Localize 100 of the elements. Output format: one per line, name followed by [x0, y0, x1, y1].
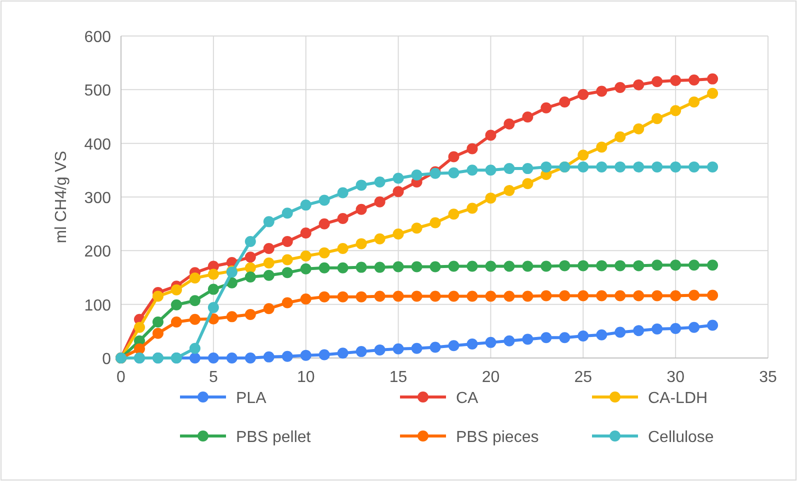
point	[337, 187, 348, 198]
point	[688, 96, 700, 108]
point	[300, 250, 312, 262]
point	[670, 161, 682, 172]
point	[466, 202, 478, 214]
point	[300, 350, 312, 361]
point	[707, 320, 718, 331]
point	[189, 342, 200, 354]
point	[578, 260, 589, 272]
point	[688, 260, 700, 271]
point	[485, 290, 496, 302]
point	[614, 131, 626, 142]
point	[318, 247, 330, 258]
point	[337, 291, 348, 302]
point	[244, 271, 256, 282]
point	[688, 322, 700, 333]
point	[226, 311, 238, 322]
point	[522, 112, 534, 123]
point	[263, 216, 274, 228]
point	[522, 334, 534, 345]
point	[411, 261, 422, 272]
point	[208, 284, 219, 295]
point	[504, 185, 515, 196]
point	[670, 75, 682, 86]
point	[300, 293, 312, 304]
point	[578, 88, 589, 100]
point	[540, 161, 552, 172]
point	[374, 196, 386, 208]
point	[263, 258, 274, 269]
point	[318, 349, 330, 360]
point	[356, 238, 367, 250]
point	[337, 243, 348, 254]
point	[392, 343, 404, 354]
point	[356, 291, 367, 302]
point	[208, 352, 219, 364]
point	[411, 290, 422, 302]
point	[522, 290, 534, 302]
point	[578, 290, 589, 302]
point	[540, 102, 552, 114]
point	[559, 332, 570, 344]
point	[300, 200, 312, 211]
point	[208, 302, 219, 314]
point	[485, 130, 496, 141]
point	[134, 322, 145, 333]
point	[448, 340, 460, 352]
point	[504, 163, 515, 174]
point	[244, 352, 256, 364]
point	[392, 290, 404, 302]
point	[263, 303, 274, 314]
point	[282, 236, 293, 248]
point	[152, 328, 164, 339]
legend-label: CA	[456, 390, 479, 407]
point	[337, 262, 348, 274]
point	[430, 290, 441, 302]
point	[448, 260, 460, 272]
point	[596, 142, 608, 153]
point	[448, 290, 460, 302]
point	[578, 330, 589, 342]
point	[485, 336, 496, 348]
point	[356, 262, 367, 273]
point	[466, 143, 478, 154]
point	[504, 335, 515, 346]
point	[614, 260, 626, 272]
point	[614, 161, 626, 172]
y-tick-label: 200	[84, 244, 112, 261]
point	[282, 350, 293, 362]
x-tick-label: 35	[759, 369, 777, 386]
point	[263, 243, 274, 254]
point	[170, 284, 182, 296]
point	[374, 262, 386, 273]
point	[411, 169, 422, 180]
point	[189, 272, 200, 284]
point	[707, 73, 718, 84]
point	[633, 161, 644, 172]
point	[430, 342, 441, 353]
point	[652, 113, 663, 124]
point	[707, 161, 718, 172]
point	[337, 348, 348, 359]
y-tick-label: 500	[84, 82, 112, 100]
legend-label: Cellulose	[648, 429, 714, 446]
y-tick-label: 400	[84, 136, 112, 154]
point	[652, 260, 663, 271]
x-tick-label: 25	[574, 369, 592, 386]
point	[170, 316, 182, 328]
y-axis-title: ml CH4/g VS	[53, 150, 70, 244]
point	[337, 212, 348, 224]
point	[522, 178, 534, 190]
point	[652, 76, 663, 88]
point	[540, 332, 552, 344]
point	[226, 352, 238, 364]
point	[707, 290, 718, 301]
x-tick-label: 10	[296, 369, 315, 386]
point	[578, 161, 589, 172]
legend-label: PBS pellet	[236, 429, 312, 446]
point	[540, 290, 552, 302]
point	[559, 260, 570, 272]
point	[300, 263, 312, 274]
point	[504, 118, 515, 130]
point	[522, 260, 534, 272]
point	[189, 352, 200, 364]
